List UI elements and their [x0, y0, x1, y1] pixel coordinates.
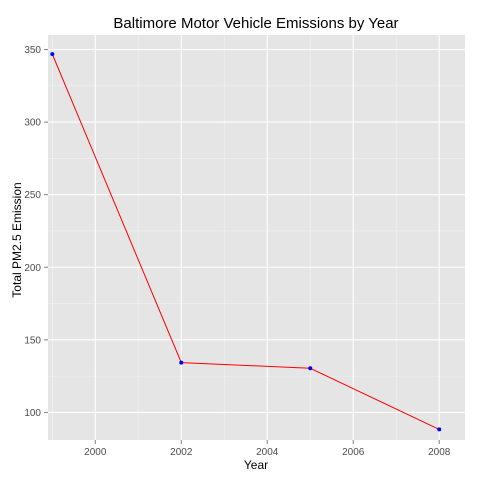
- y-tick-label: 250: [24, 190, 41, 201]
- data-point: [50, 52, 55, 57]
- data-point: [179, 360, 184, 365]
- major-gridlines: [48, 35, 465, 440]
- points-layer: [50, 52, 442, 432]
- y-axis-ticks: 100 150 200 250 300 350: [24, 45, 48, 419]
- x-tick-label: 2002: [170, 447, 193, 458]
- chart-title: Baltimore Motor Vehicle Emissions by Yea…: [113, 15, 398, 32]
- x-axis-title: Year: [244, 458, 268, 472]
- data-point: [308, 366, 313, 371]
- series-line: [51, 53, 440, 430]
- x-tick-label: 2004: [256, 447, 279, 458]
- x-tick-label: 2006: [342, 447, 365, 458]
- x-tick-label: 2008: [428, 447, 451, 458]
- x-tick-label: 2000: [84, 447, 107, 458]
- y-tick-label: 100: [24, 408, 41, 419]
- data-point: [437, 427, 442, 432]
- y-tick-label: 350: [24, 45, 41, 56]
- x-axis-ticks: 2000 2002 2004 2006 2008: [84, 440, 451, 458]
- y-axis-title: Total PM2.5 Emission: [10, 182, 24, 297]
- plot-panel: [48, 35, 465, 440]
- y-tick-label: 150: [24, 335, 41, 346]
- y-tick-label: 300: [24, 118, 41, 129]
- y-tick-label: 200: [24, 263, 41, 274]
- minor-gridlines: [48, 35, 465, 440]
- series-layer: [51, 53, 440, 430]
